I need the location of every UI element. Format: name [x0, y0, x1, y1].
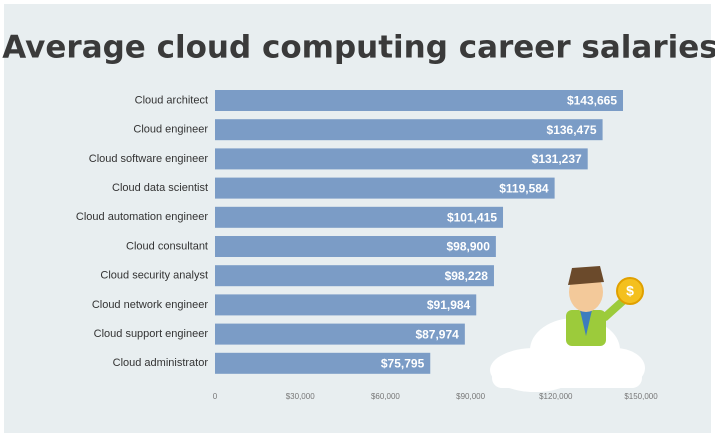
- y-tick-label: Cloud engineer: [133, 124, 208, 136]
- cloud-part: [492, 368, 642, 388]
- chart-title: Average cloud computing career salaries: [2, 30, 715, 66]
- y-tick-label: Cloud administrator: [113, 357, 209, 369]
- bar: [215, 206, 504, 228]
- value-label: $98,228: [445, 269, 489, 283]
- bar: [215, 177, 555, 199]
- y-tick-label: Cloud security analyst: [100, 270, 208, 282]
- y-tick-label: Cloud consultant: [126, 240, 208, 252]
- person-arm: [601, 297, 627, 321]
- illustration: $: [490, 266, 645, 392]
- bar: [215, 90, 624, 111]
- bar: [215, 294, 477, 316]
- x-tick-label: $150,000: [624, 392, 658, 401]
- value-label: $101,415: [447, 210, 497, 224]
- bar: [215, 119, 603, 141]
- coin-symbol: $: [626, 283, 634, 299]
- value-label: $98,900: [446, 240, 490, 254]
- value-label: $87,974: [415, 327, 459, 341]
- value-label: $91,984: [427, 298, 471, 312]
- x-tick-label: $120,000: [539, 392, 573, 401]
- bar: [215, 265, 494, 287]
- x-tick-label: 0: [213, 392, 218, 401]
- y-tick-label: Cloud data scientist: [112, 182, 208, 194]
- bar: [215, 236, 496, 257]
- bar: [215, 148, 588, 170]
- y-tick-label: Cloud architect: [135, 94, 208, 106]
- bar: [215, 323, 465, 345]
- x-tick-label: $30,000: [286, 392, 315, 401]
- person-hair: [568, 266, 604, 285]
- person-tie: [580, 310, 592, 336]
- value-label: $136,475: [547, 123, 597, 137]
- x-tick-label: $60,000: [371, 392, 400, 401]
- y-tick-label: Cloud support engineer: [94, 328, 209, 340]
- value-label: $119,584: [499, 181, 549, 195]
- coin: [616, 277, 644, 305]
- y-tick-label: Cloud network engineer: [92, 299, 209, 311]
- bar: [215, 352, 431, 374]
- value-label: $75,795: [381, 356, 425, 370]
- value-label: $131,237: [532, 152, 582, 166]
- value-label: $143,665: [567, 94, 617, 108]
- y-tick-label: Cloud automation engineer: [76, 211, 208, 223]
- x-tick-label: $90,000: [456, 392, 485, 401]
- y-tick-label: Cloud software engineer: [89, 153, 209, 165]
